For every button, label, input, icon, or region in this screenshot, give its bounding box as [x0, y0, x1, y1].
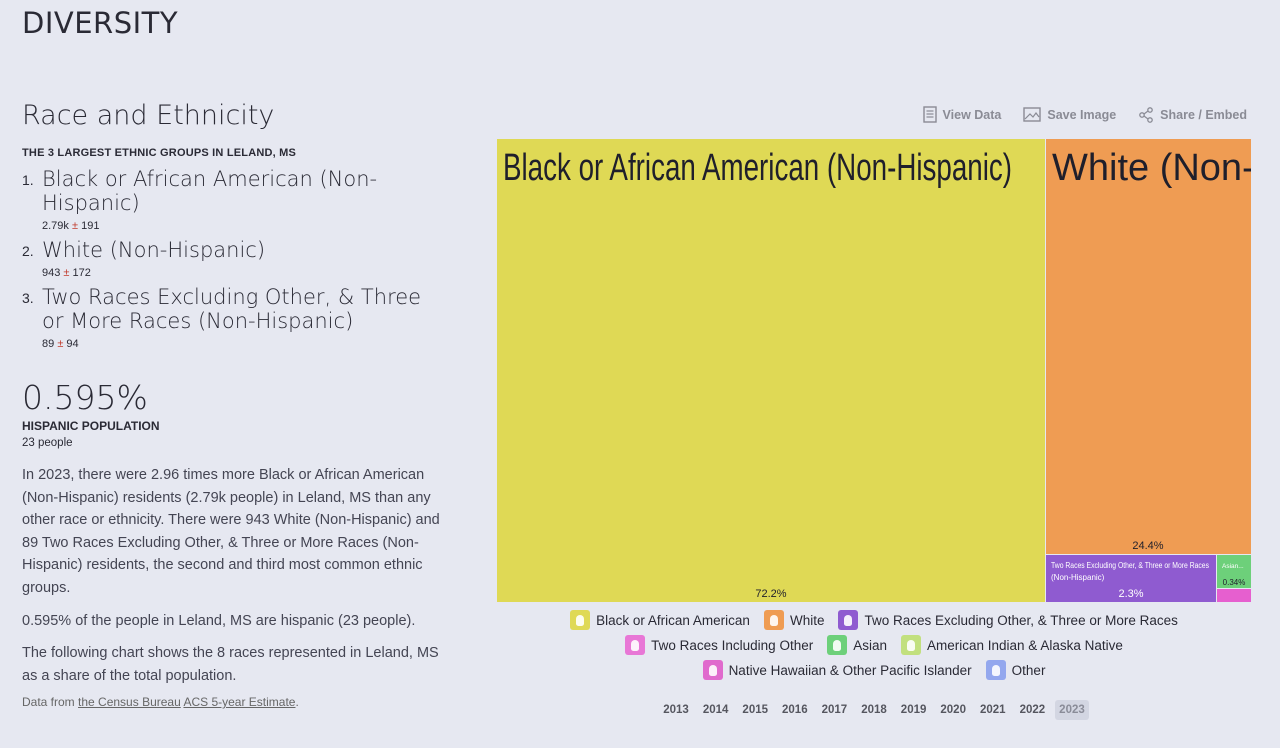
person-icon: [827, 635, 848, 655]
legend-label: American Indian & Alaska Native: [927, 637, 1123, 653]
image-icon: [1023, 107, 1042, 122]
save-image-button[interactable]: Save Image: [1023, 106, 1116, 123]
treemap-cell[interactable]: [497, 139, 1045, 602]
list-item: 1. Black or African American (Non-Hispan…: [22, 167, 442, 232]
cell-percent-label: 72.2%: [755, 588, 786, 600]
share-icon: [1139, 106, 1154, 123]
year-button-2020[interactable]: 2020: [940, 704, 966, 716]
legend-label: Two Races Including Other: [651, 637, 814, 653]
cell-name-label: Asian...: [1222, 563, 1244, 570]
person-icon: [702, 660, 723, 680]
group-name: Black or African American (Non-Hispanic): [42, 167, 378, 215]
chart-toolbar: View Data Save Image Share / Embed: [922, 106, 1247, 123]
view-data-button[interactable]: View Data: [922, 106, 1001, 123]
legend-item[interactable]: American Indian & Alaska Native: [901, 635, 1123, 655]
treemap-cell[interactable]: [1217, 555, 1251, 588]
year-button-2022[interactable]: 2022: [1019, 704, 1046, 716]
person-icon: [625, 635, 646, 655]
group-value: 89 ± 94: [42, 338, 79, 350]
summary-paragraph: In 2023, there were 2.96 times more Blac…: [22, 467, 440, 596]
chart-description: The following chart shows the 8 races re…: [22, 645, 439, 684]
cell-name-label: (Non-Hispanic): [1051, 573, 1105, 582]
person-icon: [763, 610, 784, 630]
hispanic-count: 23 people: [22, 437, 73, 449]
rank-number: 2.: [22, 243, 34, 259]
legend-label: Two Races Excluding Other, & Three or Mo…: [864, 612, 1178, 628]
treemap-cell[interactable]: [1046, 555, 1216, 602]
year-selector: 2013 2014 2015 2016 2017 2018 2019 2020 2021 2022…: [497, 700, 1251, 720]
person-icon: [838, 610, 859, 630]
legend-item[interactable]: White: [763, 610, 825, 630]
year-button-2023[interactable]: 2023: [1055, 700, 1089, 720]
treemap-cell[interactable]: [1217, 589, 1251, 602]
source-dataset-link[interactable]: ACS 5-year Estimate: [183, 695, 296, 710]
stat-heading: THE 3 LARGEST ETHNIC GROUPS IN LELAND, M…: [22, 147, 297, 159]
cell-name-label: Black or African American (Non-Hispanic): [503, 147, 1012, 189]
legend-label: Other: [1011, 662, 1046, 678]
cell-percent-label: 2.3%: [1118, 588, 1143, 600]
legend-label: Asian: [853, 637, 887, 653]
rank-number: 1.: [22, 172, 34, 188]
cell-name-label: White (Non-Hispanic): [1052, 147, 1251, 189]
hispanic-percent: 0.595%: [22, 378, 148, 417]
year-button-2016[interactable]: 2016: [782, 704, 808, 716]
group-value: 943 ± 172: [42, 267, 91, 279]
race-treemap: Black or African American (Non-Hispanic)…: [497, 139, 1280, 602]
cell-percent-label: 0.34%: [1223, 578, 1246, 587]
person-icon: [901, 635, 921, 655]
year-button-2015[interactable]: 2015: [742, 704, 769, 716]
share-embed-button[interactable]: Share / Embed: [1138, 106, 1247, 123]
list-item: 2. White (Non-Hispanic) 943 ± 172: [22, 238, 442, 279]
source-note: Data from the Census Bureau ACS 5-year E…: [22, 695, 299, 710]
year-button-2013[interactable]: 2013: [663, 704, 689, 716]
legend-label: White: [789, 612, 825, 628]
year-button-2018[interactable]: 2018: [861, 704, 887, 716]
group-name: White (Non-Hispanic): [42, 238, 266, 262]
legend-item[interactable]: Native Hawaiian & Other Pacific Islander: [702, 660, 972, 680]
top-groups-list: 1. Black or African American (Non-Hispan…: [22, 167, 442, 350]
legend-item[interactable]: Black or African American: [570, 610, 750, 630]
section-title: DIVERSITY: [22, 6, 179, 40]
hispanic-label: HISPANIC POPULATION: [22, 419, 160, 433]
year-button-2014[interactable]: 2014: [702, 704, 729, 716]
legend-item[interactable]: Other: [985, 660, 1046, 680]
legend-item[interactable]: Two Races Excluding Other, & Three or Mo…: [838, 610, 1178, 630]
treemap-svg: Black or African American (Non-Hispanic)…: [497, 139, 1280, 602]
legend-label: Black or African American: [596, 612, 750, 628]
group-name: Two Races Excluding Other, & Three or Mo…: [42, 285, 422, 333]
group-value: 2.79k ± 191: [42, 220, 100, 232]
profile-text-panel: Race and Ethnicity THE 3 LARGEST ETHNIC …: [22, 100, 442, 709]
list-item: 3. Two Races Excluding Other, & Three or…: [22, 285, 442, 350]
topic-title: Race and Ethnicity: [22, 100, 275, 131]
legend-item[interactable]: Asian: [827, 635, 887, 655]
year-button-2021[interactable]: 2021: [979, 704, 1006, 716]
cell-percent-label: 24.4%: [1132, 540, 1163, 552]
treemap-cell[interactable]: [1046, 139, 1251, 554]
chart-legend: Black or African American White Two Races …: [497, 610, 1251, 680]
cell-name-label: Two Races Excluding Other, & Three or Mo…: [1051, 561, 1209, 570]
legend-item[interactable]: Two Races Including Other: [625, 635, 813, 655]
document-icon: [922, 106, 937, 123]
year-button-2019[interactable]: 2019: [900, 704, 927, 716]
person-icon: [570, 610, 591, 630]
year-button-2017[interactable]: 2017: [821, 704, 848, 716]
legend-label: Native Hawaiian & Other Pacific Islander: [728, 662, 972, 678]
rank-number: 3.: [22, 290, 34, 306]
hispanic-paragraph: 0.595% of the people in Leland, MS are h…: [22, 612, 416, 629]
person-icon: [985, 660, 1006, 680]
source-org-link[interactable]: the Census Bureau: [78, 695, 181, 710]
